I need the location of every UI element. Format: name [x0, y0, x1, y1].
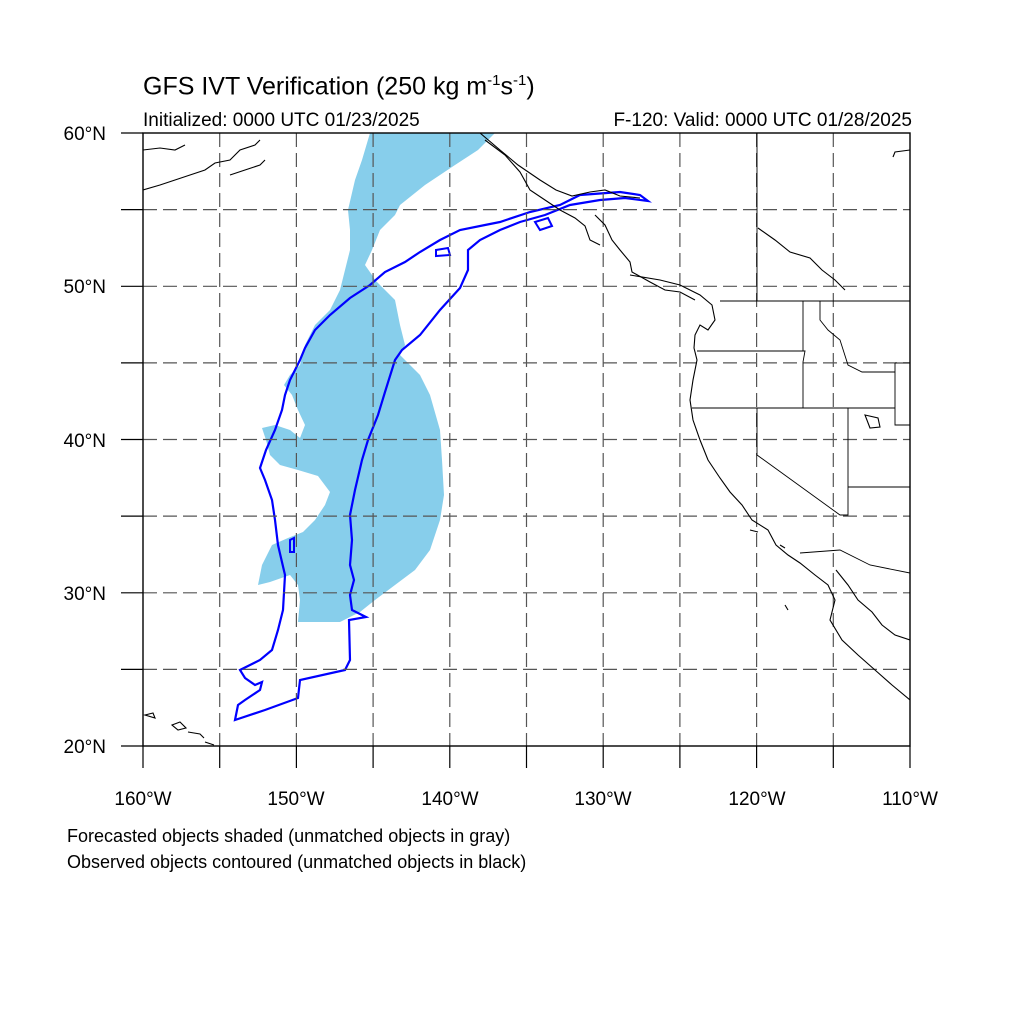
lon-label-110w: 110°W [882, 789, 938, 810]
initialized-label: Initialized: 0000 UTC 01/23/2025 [143, 110, 420, 131]
political-borders [692, 133, 910, 574]
lat-label-20: 20°N [64, 737, 106, 758]
lon-label-120w: 120°W [728, 789, 785, 810]
lon-label-150w: 150°W [267, 789, 324, 810]
map-title: GFS IVT Verification (250 kg m-1s-1) [143, 72, 535, 101]
lat-label-50: 50°N [64, 277, 106, 298]
forecast-ivt-object [258, 133, 495, 622]
forecast-note: Forecasted objects shaded (unmatched obj… [67, 826, 511, 846]
title-end: ) [526, 72, 535, 101]
lat-label-60: 60°N [64, 124, 106, 145]
lat-label-40: 40°N [64, 431, 106, 452]
map-plot-area [143, 133, 910, 746]
graticule [143, 133, 910, 746]
title-mid: s [500, 72, 513, 101]
lon-labels: 160°W 150°W 140°W 130°W 120°W 110°W [114, 789, 938, 810]
valid-label: F-120: Valid: 0000 UTC 01/28/2025 [613, 110, 912, 131]
title-sup1: -1 [487, 72, 501, 89]
forecast-gap [378, 235, 470, 285]
lat-label-30: 30°N [64, 584, 106, 605]
lon-label-130w: 130°W [574, 789, 631, 810]
coastlines [143, 133, 910, 746]
observed-small-contour-2 [533, 216, 554, 232]
observed-small-contour-3 [289, 536, 295, 553]
lon-label-140w: 140°W [421, 789, 478, 810]
title-main: GFS IVT Verification (250 kg m [143, 72, 488, 101]
observed-note: Observed objects contoured (unmatched ob… [67, 852, 527, 872]
lon-label-160w: 160°W [114, 789, 171, 810]
lat-labels: 20°N 30°N 40°N 50°N 60°N [64, 124, 106, 758]
tick-marks [121, 132, 911, 768]
title-sup2: -1 [512, 72, 527, 89]
